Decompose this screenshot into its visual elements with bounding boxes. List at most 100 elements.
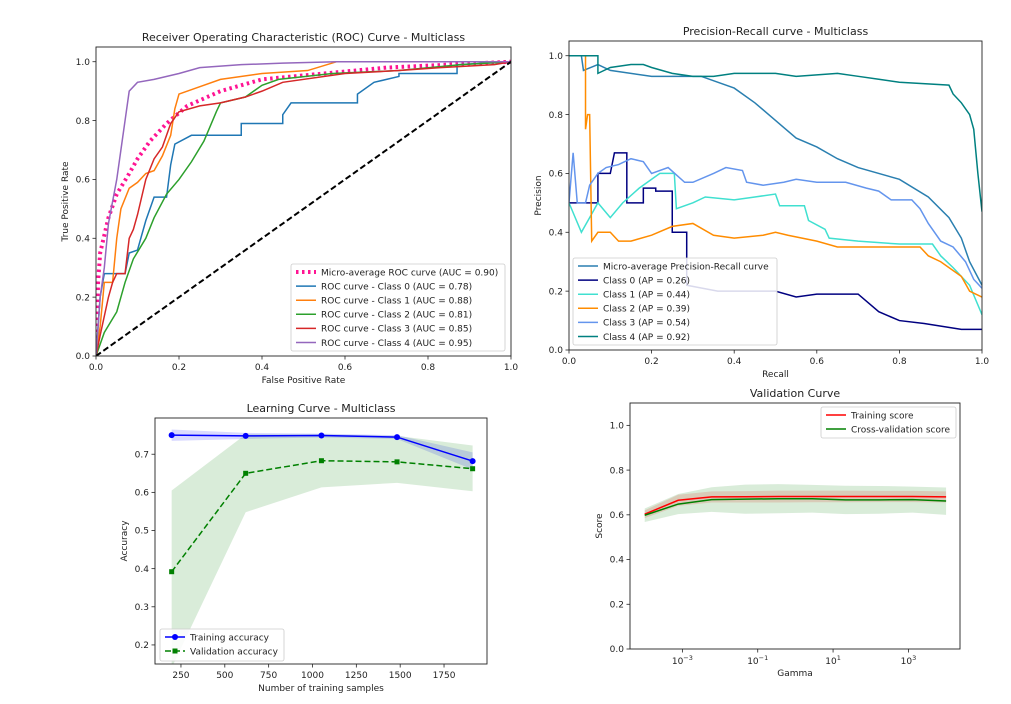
x-tick-label: 10−1 <box>747 654 768 667</box>
axes-frame <box>154 417 488 665</box>
x-tick-label: 101 <box>825 654 841 667</box>
series-line-0 <box>644 495 947 515</box>
series-line-5 <box>569 54 982 212</box>
legend-frame <box>290 263 506 352</box>
y-tick-label: 0.3 <box>135 603 149 613</box>
confidence-band-1 <box>171 434 473 664</box>
y-tick-label: 0.4 <box>135 565 150 575</box>
data-point <box>394 434 401 441</box>
y-tick-label: 0.4 <box>549 228 564 238</box>
series-line-4 <box>569 152 982 289</box>
y-tick-label: 0.2 <box>76 293 90 303</box>
series-line-2 <box>569 172 982 315</box>
legend-label-3: Class 2 (AP = 0.39) <box>603 305 690 315</box>
legend-marker <box>172 634 178 640</box>
y-tick-label: 0.0 <box>549 346 564 356</box>
data-point <box>318 432 325 439</box>
legend-label-5: Class 4 (AP = 0.92) <box>603 333 690 343</box>
legend-label-5: ROC curve - Class 4 (AUC = 0.95) <box>321 339 472 349</box>
y-tick-label: 0.4 <box>76 234 91 244</box>
legend-label-4: Class 3 (AP = 0.54) <box>603 319 690 329</box>
data-point <box>470 466 476 472</box>
x-tick-label: 750 <box>260 671 277 681</box>
y-tick-label: 0.8 <box>610 466 625 476</box>
series-line-4 <box>96 60 511 356</box>
axes-frame <box>568 40 983 351</box>
plot-area <box>569 54 982 331</box>
data-point <box>469 458 476 465</box>
x-tick-exponent: 3 <box>912 654 916 662</box>
y-tick-label: 0.6 <box>76 176 91 186</box>
y-tick-label: 0.8 <box>549 111 564 121</box>
chart-panel-3: 10−3 10−1 101 1030.00.20.40.60.81.0Validati… <box>595 387 961 679</box>
chart-panel-1: 0.0 0.2 0.4 0.6 0.8 1.0 0.0 0.2 0.4 0.6 0.8 1.0 Prec… <box>534 25 989 380</box>
plot-area <box>168 429 476 664</box>
legend: Micro-average Precision-Recall curve Clas… <box>572 257 778 346</box>
series-line-6 <box>96 60 511 356</box>
chart-title: Precision-Recall curve - Multiclass <box>683 25 869 38</box>
x-tick-exponent: −3 <box>683 654 693 662</box>
x-tick-label: 10−3 <box>672 654 693 667</box>
legend: Micro-average ROC curve (AUC = 0.90) ROC … <box>290 263 506 352</box>
y-tick-label: 0.6 <box>135 489 150 499</box>
y-tick-label: 0.5 <box>135 527 149 537</box>
x-tick-base: 10 <box>672 657 684 667</box>
x-axis-label: Gamma <box>777 669 813 679</box>
data-point <box>394 459 400 465</box>
x-tick-label: 103 <box>901 654 917 667</box>
data-point <box>318 458 324 464</box>
chart-title: Learning Curve - Multiclass <box>247 402 396 415</box>
x-tick-label: 1250 <box>345 671 368 681</box>
x-tick-label: 0.2 <box>644 357 658 367</box>
series-line-3 <box>569 54 982 298</box>
x-axis-label: False Positive Rate <box>262 376 346 386</box>
y-axis-label: True Positive Rate <box>61 161 71 243</box>
y-tick-label: 1.0 <box>549 52 564 62</box>
legend-frame <box>159 628 285 662</box>
x-tick-label: 0.4 <box>727 357 742 367</box>
x-tick-label: 500 <box>216 671 233 681</box>
series-line-5 <box>96 60 511 356</box>
series-line-0 <box>96 59 511 356</box>
legend-marker <box>172 648 178 654</box>
legend-label-0: Training accuracy <box>189 633 270 643</box>
data-point <box>242 432 249 439</box>
legend: Training accuracy Validation accuracy <box>159 628 285 662</box>
x-tick-label: 1000 <box>301 671 324 681</box>
legend-label-3: ROC curve - Class 2 (AUC = 0.81) <box>321 311 472 321</box>
legend-label-2: ROC curve - Class 1 (AUC = 0.88) <box>321 297 472 307</box>
x-tick-label: 1500 <box>389 671 412 681</box>
x-axis-label: Number of training samples <box>258 684 384 694</box>
y-tick-label: 0.6 <box>610 511 625 521</box>
series-line-1 <box>569 152 982 331</box>
y-tick-label: 1.0 <box>610 422 625 432</box>
x-tick-label: 0.4 <box>255 363 270 373</box>
series-line-0 <box>569 54 982 286</box>
y-tick-label: 0.2 <box>549 287 563 297</box>
y-tick-label: 0.6 <box>549 170 564 180</box>
data-point <box>169 569 175 575</box>
y-axis-label: Accuracy <box>120 520 130 562</box>
x-tick-label: 0.0 <box>562 357 577 367</box>
x-tick-exponent: 1 <box>837 654 841 662</box>
x-tick-label: 0.6 <box>338 363 353 373</box>
x-tick-label: 1.0 <box>504 363 519 373</box>
plot-area <box>644 484 947 522</box>
x-tick-label: 250 <box>172 671 189 681</box>
y-tick-label: 0.4 <box>610 556 625 566</box>
y-tick-label: 0.2 <box>135 641 149 651</box>
x-tick-base: 10 <box>901 657 913 667</box>
legend-label-0: Training score <box>850 411 914 421</box>
y-tick-label: 0.0 <box>610 645 625 655</box>
data-point <box>243 470 249 476</box>
chart-panel-2: 250 500 750 1000 1250 1500 1750 0.2 0.3 0.4 0.5 0.6… <box>120 402 488 694</box>
y-axis-label: Precision <box>534 175 544 215</box>
legend-label-0: Micro-average ROC curve (AUC = 0.90) <box>321 268 498 278</box>
x-tick-label: 0.8 <box>421 363 436 373</box>
legend-frame <box>572 257 778 346</box>
confidence-band-1 <box>644 484 947 522</box>
legend-label-0: Micro-average Precision-Recall curve <box>603 262 769 272</box>
series-line-3 <box>96 60 511 356</box>
x-tick-label: 1.0 <box>975 357 990 367</box>
